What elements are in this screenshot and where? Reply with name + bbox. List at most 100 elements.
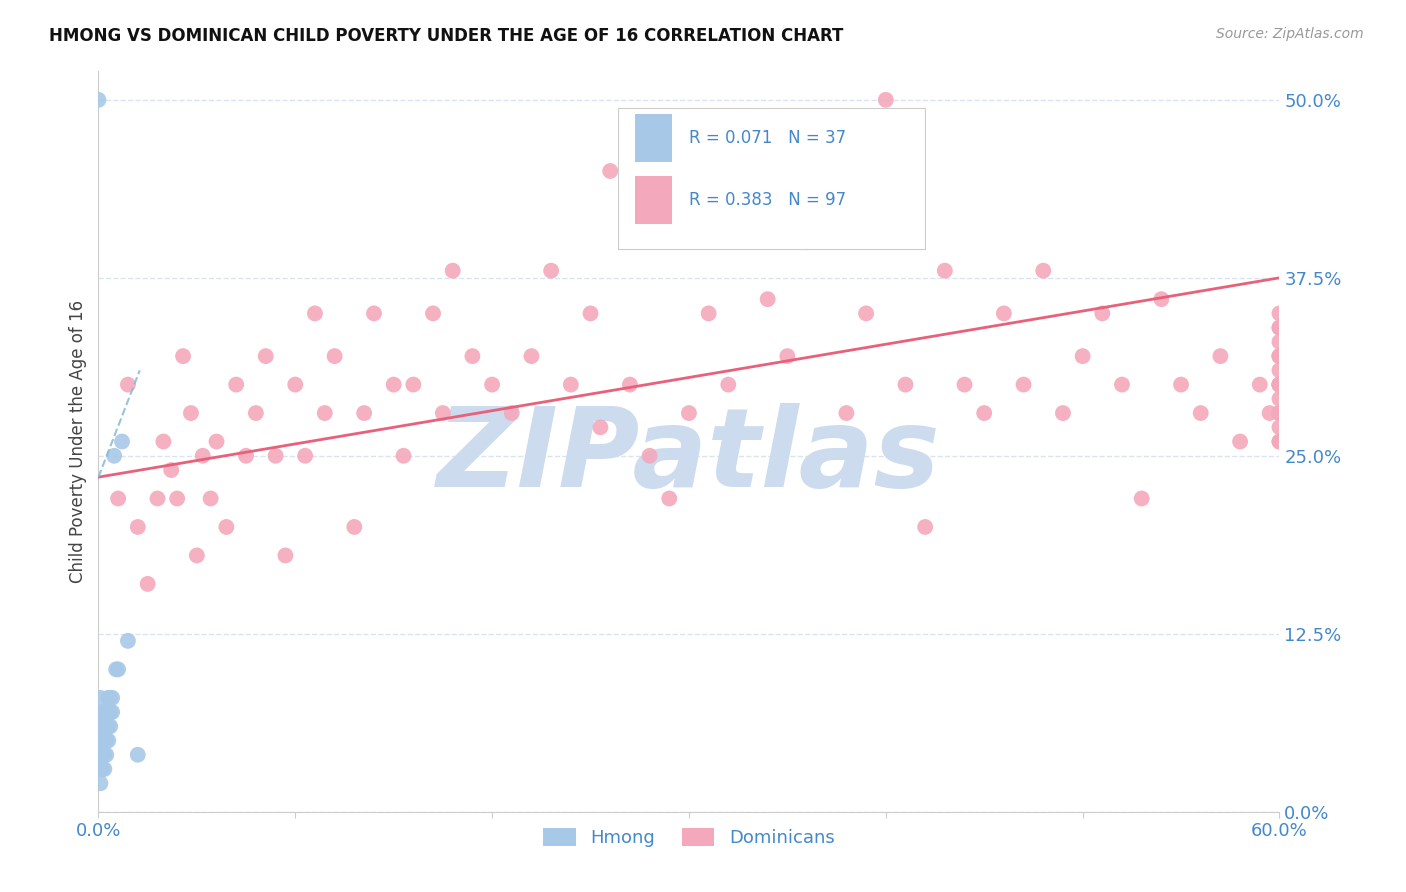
FancyBboxPatch shape	[634, 176, 672, 224]
Point	[127, 747, 149, 762]
Point	[1268, 320, 1291, 334]
Point	[855, 306, 877, 320]
Point	[934, 263, 956, 277]
Point	[127, 520, 149, 534]
FancyBboxPatch shape	[619, 109, 925, 249]
Text: Source: ZipAtlas.com: Source: ZipAtlas.com	[1216, 27, 1364, 41]
Point	[117, 633, 139, 648]
Point	[481, 377, 503, 392]
Point	[1071, 349, 1094, 363]
Point	[101, 690, 124, 705]
Point	[103, 449, 125, 463]
Point	[993, 306, 1015, 320]
Point	[1150, 292, 1173, 306]
Point	[1268, 377, 1291, 392]
Point	[96, 719, 118, 733]
Text: HMONG VS DOMINICAN CHILD POVERTY UNDER THE AGE OF 16 CORRELATION CHART: HMONG VS DOMINICAN CHILD POVERTY UNDER T…	[49, 27, 844, 45]
Point	[1189, 406, 1212, 420]
Point	[1249, 377, 1271, 392]
Point	[1268, 349, 1291, 363]
Point	[1130, 491, 1153, 506]
Point	[105, 662, 128, 676]
Point	[953, 377, 976, 392]
Point	[1268, 406, 1291, 420]
Point	[323, 349, 346, 363]
Point	[1268, 349, 1291, 363]
Point	[304, 306, 326, 320]
Point	[89, 776, 111, 790]
Point	[540, 263, 562, 277]
Point	[363, 306, 385, 320]
Point	[87, 93, 110, 107]
Point	[146, 491, 169, 506]
Y-axis label: Child Poverty Under the Age of 16: Child Poverty Under the Age of 16	[69, 300, 87, 583]
Point	[678, 406, 700, 420]
Text: ZIPatlas: ZIPatlas	[437, 403, 941, 510]
Point	[254, 349, 277, 363]
Point	[422, 306, 444, 320]
Point	[235, 449, 257, 463]
Point	[973, 406, 995, 420]
Point	[180, 406, 202, 420]
Point	[98, 705, 121, 719]
Point	[186, 549, 208, 563]
Point	[274, 549, 297, 563]
Point	[432, 406, 454, 420]
Point	[815, 164, 838, 178]
Point	[87, 762, 110, 776]
Point	[91, 733, 114, 747]
Point	[1268, 420, 1291, 434]
Point	[1258, 406, 1281, 420]
Point	[737, 121, 759, 136]
Point	[97, 705, 120, 719]
Point	[382, 377, 405, 392]
Point	[98, 690, 121, 705]
Point	[520, 349, 543, 363]
Point	[1268, 392, 1291, 406]
Point	[93, 762, 115, 776]
Point	[96, 747, 118, 762]
Point	[1091, 306, 1114, 320]
Legend: Hmong, Dominicans: Hmong, Dominicans	[536, 821, 842, 855]
Point	[1268, 406, 1291, 420]
Point	[93, 719, 115, 733]
Point	[191, 449, 214, 463]
Point	[160, 463, 183, 477]
Point	[117, 377, 139, 392]
Point	[776, 349, 799, 363]
Point	[87, 705, 110, 719]
Point	[1268, 320, 1291, 334]
Point	[107, 662, 129, 676]
Point	[1012, 377, 1035, 392]
Point	[343, 520, 366, 534]
Point	[91, 719, 114, 733]
Point	[245, 406, 267, 420]
Point	[1268, 334, 1291, 349]
Point	[93, 705, 115, 719]
Point	[835, 406, 858, 420]
Point	[166, 491, 188, 506]
Point	[97, 733, 120, 747]
Point	[1052, 406, 1074, 420]
Point	[560, 377, 582, 392]
Point	[461, 349, 484, 363]
Point	[589, 420, 612, 434]
Point	[1268, 306, 1291, 320]
Point	[717, 377, 740, 392]
Point	[875, 93, 897, 107]
Point	[501, 406, 523, 420]
Point	[1268, 377, 1291, 392]
Point	[89, 733, 111, 747]
Point	[619, 377, 641, 392]
Point	[1268, 377, 1291, 392]
Point	[294, 449, 316, 463]
Point	[1209, 349, 1232, 363]
Point	[97, 719, 120, 733]
Point	[172, 349, 194, 363]
Point	[89, 690, 111, 705]
Point	[1268, 406, 1291, 420]
Point	[107, 491, 129, 506]
Point	[97, 690, 120, 705]
Point	[89, 719, 111, 733]
Point	[205, 434, 228, 449]
